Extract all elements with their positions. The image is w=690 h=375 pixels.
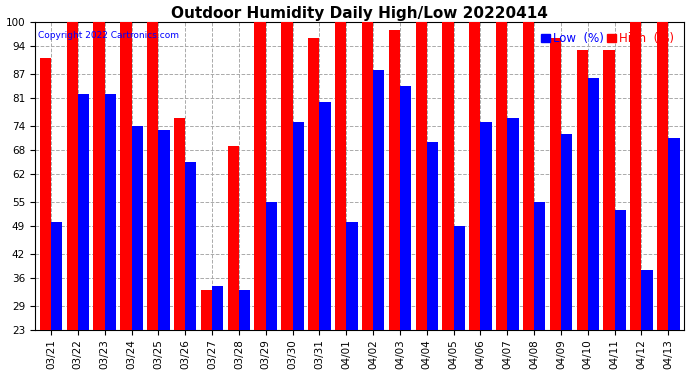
Bar <box>507 118 519 330</box>
Bar <box>642 270 653 330</box>
Bar <box>147 22 159 330</box>
Text: Copyright 2022 Cartronics.com: Copyright 2022 Cartronics.com <box>38 31 179 40</box>
Bar <box>335 22 346 330</box>
Bar <box>40 58 51 330</box>
Bar <box>174 118 185 330</box>
Bar <box>588 78 599 330</box>
Bar <box>319 102 331 330</box>
Bar <box>400 86 411 330</box>
Bar <box>51 222 62 330</box>
Bar <box>469 22 480 330</box>
Bar <box>66 22 78 330</box>
Bar <box>615 210 626 330</box>
Bar <box>212 286 224 330</box>
Bar <box>480 122 492 330</box>
Bar <box>159 130 170 330</box>
Bar <box>228 146 239 330</box>
Bar <box>201 290 212 330</box>
Bar <box>132 126 143 330</box>
Bar <box>453 226 465 330</box>
Bar <box>93 22 105 330</box>
Bar <box>496 22 507 330</box>
Bar <box>293 122 304 330</box>
Bar <box>442 22 453 330</box>
Bar <box>362 22 373 330</box>
Bar <box>255 22 266 330</box>
Bar <box>550 38 561 330</box>
Bar <box>120 22 132 330</box>
Bar <box>105 94 116 330</box>
Bar <box>415 22 427 330</box>
Legend: Low  (%), High  (%): Low (%), High (%) <box>536 28 678 50</box>
Bar <box>346 222 357 330</box>
Bar <box>78 94 89 330</box>
Bar <box>603 50 615 330</box>
Bar <box>388 30 400 330</box>
Bar <box>523 22 534 330</box>
Title: Outdoor Humidity Daily High/Low 20220414: Outdoor Humidity Daily High/Low 20220414 <box>171 6 548 21</box>
Bar <box>308 38 319 330</box>
Bar <box>657 22 669 330</box>
Bar <box>561 134 572 330</box>
Bar <box>239 290 250 330</box>
Bar <box>373 70 384 330</box>
Bar <box>630 22 642 330</box>
Bar <box>669 138 680 330</box>
Bar <box>282 22 293 330</box>
Bar <box>266 202 277 330</box>
Bar <box>427 142 438 330</box>
Bar <box>577 50 588 330</box>
Bar <box>534 202 545 330</box>
Bar <box>185 162 197 330</box>
